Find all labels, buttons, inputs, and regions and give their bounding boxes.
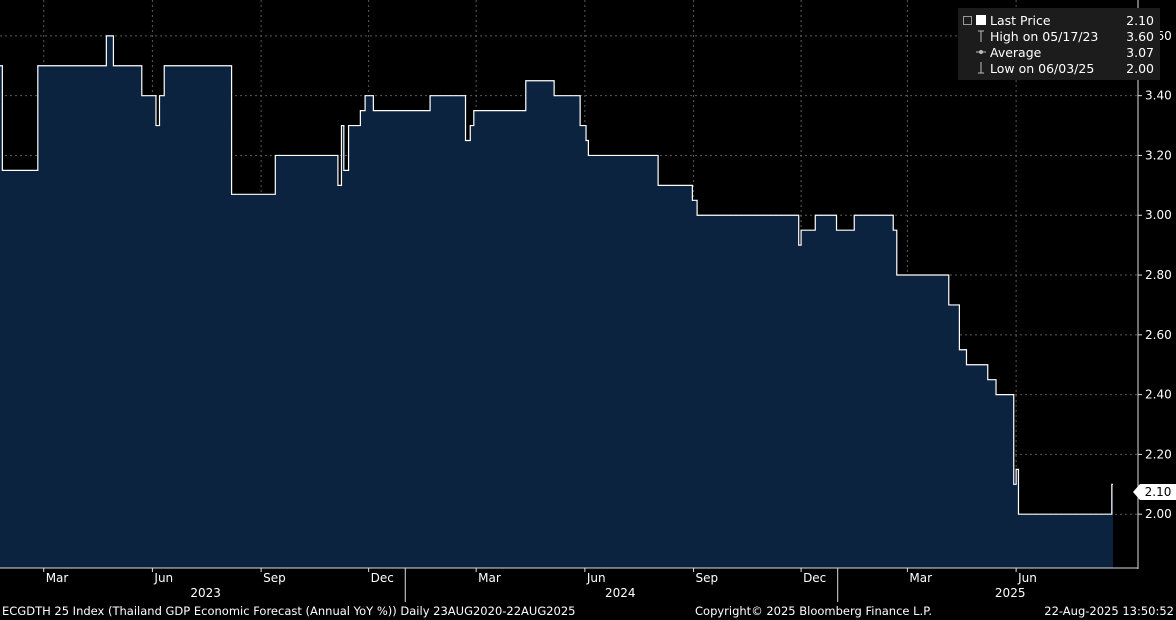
- x-tick-label: Sep: [263, 571, 286, 585]
- low-marker-icon: [976, 62, 986, 74]
- legend-label: Last Price: [990, 13, 1051, 28]
- average-marker-icon: [976, 46, 986, 58]
- legend-item-low: Low on 06/03/25 2.00: [958, 60, 1160, 76]
- legend-label: Average: [990, 45, 1042, 60]
- y-tick-label: 2.40: [1145, 388, 1172, 402]
- y-tick-label: 2.60: [1145, 328, 1172, 342]
- legend-value: 2.10: [1126, 13, 1154, 28]
- legend-item-last-price: Last Price 2.10: [958, 12, 1160, 28]
- y-tick-label: 3.20: [1145, 148, 1172, 162]
- y-tick-label: 2.00: [1145, 507, 1172, 521]
- legend-value: 3.60: [1126, 29, 1154, 44]
- square-swatch-icon: [976, 14, 986, 26]
- x-tick-label: Jun: [586, 571, 606, 585]
- year-label: 2023: [190, 586, 221, 600]
- x-tick-label: Mar: [478, 571, 501, 585]
- y-tick-label: 3.00: [1145, 208, 1172, 222]
- legend-value: 2.00: [1126, 61, 1154, 76]
- footer-timestamp: 22-Aug-2025 13:50:52: [1044, 604, 1174, 618]
- last-price-tag: 2.10: [1133, 484, 1176, 500]
- collapse-box-icon[interactable]: [963, 16, 972, 25]
- y-tick-label: 2.80: [1145, 268, 1172, 282]
- legend-item-average: Average 3.07: [958, 44, 1160, 60]
- x-tick-label: Jun: [153, 571, 173, 585]
- legend-label: High on 05/17/23: [990, 29, 1099, 44]
- series-line: [0, 35, 1113, 515]
- high-marker-icon: [976, 30, 986, 42]
- plot-area: [0, 35, 1113, 569]
- footer-copyright: Copyright© 2025 Bloomberg Finance L.P.: [695, 604, 932, 618]
- legend-label: Low on 06/03/25: [990, 61, 1095, 76]
- y-tick-label: 2.20: [1145, 447, 1172, 461]
- year-label: 2025: [995, 586, 1026, 600]
- x-tick-label: Dec: [371, 571, 394, 585]
- y-tick-label: 3.40: [1145, 89, 1172, 103]
- x-tick-label: Jun: [1017, 571, 1037, 585]
- legend: Last Price 2.10 High on 05/17/23 3.60 Av…: [958, 8, 1160, 80]
- x-tick-label: Mar: [46, 571, 69, 585]
- x-tick-label: Dec: [803, 571, 826, 585]
- footer-description: ECGDTH 25 Index (Thailand GDP Economic F…: [2, 604, 576, 618]
- year-label: 2024: [605, 586, 636, 600]
- x-tick-label: Sep: [696, 571, 719, 585]
- x-tick-label: Mar: [909, 571, 932, 585]
- legend-item-high: High on 05/17/23 3.60: [958, 28, 1160, 44]
- legend-value: 3.07: [1126, 45, 1154, 60]
- series-area-fill: [0, 35, 1113, 569]
